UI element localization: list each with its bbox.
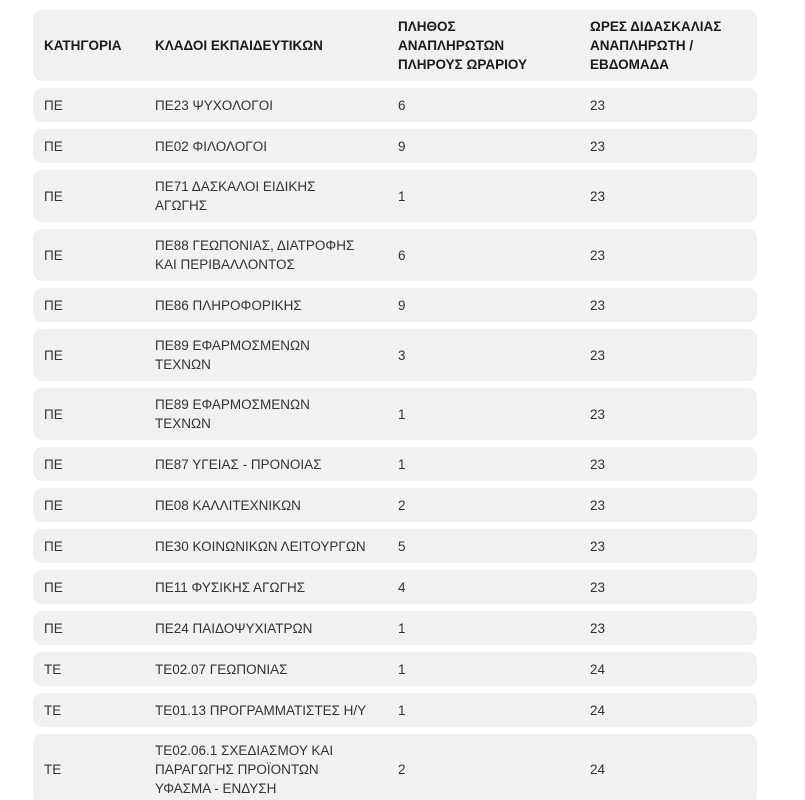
branch-cell: ΠΕ08 ΚΑΛΛΙΤΕΧΝΙΚΩΝ bbox=[155, 497, 301, 513]
category-cell: ΠΕ bbox=[44, 406, 63, 422]
count-cell: 9 bbox=[398, 297, 406, 313]
category-cell: ΠΕ bbox=[44, 538, 63, 554]
category-cell: ΠΕ bbox=[44, 97, 63, 113]
table-body: ΠΕ ΠΕ23 ΨΥΧΟΛΟΓΟΙ 6 23 ΠΕ ΠΕ02 ΦΙΛΟΛΟΓΟΙ… bbox=[33, 88, 757, 800]
table-row: ΠΕ ΠΕ08 ΚΑΛΛΙΤΕΧΝΙΚΩΝ 2 23 bbox=[33, 488, 757, 522]
column-header-count: ΠΛΗΘΟΣ ΑΝΑΠΛΗΡΩΤΩΝ ΠΛΗΡΟΥΣ ΩΡΑΡΙΟΥ bbox=[398, 19, 527, 72]
table-header-row: ΚΑΤΗΓΟΡΙΑ ΚΛΑΔΟΙ ΕΚΠΑΙΔΕΥΤΙΚΩΝ ΠΛΗΘΟΣ ΑΝ… bbox=[33, 10, 757, 81]
column-header-branches: ΚΛΑΔΟΙ ΕΚΠΑΙΔΕΥΤΙΚΩΝ bbox=[155, 38, 323, 53]
count-cell: 1 bbox=[398, 456, 406, 472]
column-header-category: ΚΑΤΗΓΟΡΙΑ bbox=[44, 38, 122, 53]
table-row: ΠΕ ΠΕ02 ΦΙΛΟΛΟΓΟΙ 9 23 bbox=[33, 129, 757, 163]
branch-cell: ΠΕ89 ΕΦΑΡΜΟΣΜΕΝΩΝ ΤΕΧΝΩΝ bbox=[155, 338, 310, 372]
hours-cell: 23 bbox=[590, 247, 606, 263]
table-row: ΠΕ ΠΕ11 ΦΥΣΙΚΗΣ ΑΓΩΓΗΣ 4 23 bbox=[33, 570, 757, 604]
branch-cell: ΠΕ88 ΓΕΩΠΟΝΙΑΣ, ΔΙΑΤΡΟΦΗΣ ΚΑΙ ΠΕΡΙΒΑΛΛΟΝ… bbox=[155, 238, 355, 272]
hours-cell: 23 bbox=[590, 497, 606, 513]
table-row: ΠΕ ΠΕ30 ΚΟΙΝΩΝΙΚΩΝ ΛΕΙΤΟΥΡΓΩΝ 5 23 bbox=[33, 529, 757, 563]
category-cell: ΠΕ bbox=[44, 247, 63, 263]
branch-cell: ΠΕ30 ΚΟΙΝΩΝΙΚΩΝ ΛΕΙΤΟΥΡΓΩΝ bbox=[155, 538, 366, 554]
category-cell: ΠΕ bbox=[44, 620, 63, 636]
table-row: ΠΕ ΠΕ87 ΥΓΕΙΑΣ - ΠΡΟΝΟΙΑΣ 1 23 bbox=[33, 447, 757, 481]
count-cell: 6 bbox=[398, 97, 406, 113]
hours-cell: 24 bbox=[590, 762, 606, 777]
count-cell: 2 bbox=[398, 497, 406, 513]
branch-cell: ΠΕ23 ΨΥΧΟΛΟΓΟΙ bbox=[155, 97, 273, 113]
category-cell: ΠΕ bbox=[44, 138, 63, 154]
count-cell: 6 bbox=[398, 247, 406, 263]
count-cell: 5 bbox=[398, 538, 406, 554]
table-row: ΠΕ ΠΕ23 ΨΥΧΟΛΟΓΟΙ 6 23 bbox=[33, 88, 757, 122]
branch-cell: ΤΕ02.06.1 ΣΧΕΔΙΑΣΜΟΥ ΚΑΙ ΠΑΡΑΓΩΓΗΣ ΠΡΟΪΟ… bbox=[155, 743, 334, 796]
branch-cell: ΠΕ71 ΔΑΣΚΑΛΟΙ ΕΙΔΙΚΗΣ ΑΓΩΓΗΣ bbox=[155, 179, 316, 213]
column-header-hours: ΩΡΕΣ ΔΙΔΑΣΚΑΛΙΑΣ ΑΝΑΠΛΗΡΩΤΗ / ΕΒΔΟΜΑΔΑ bbox=[590, 19, 722, 72]
table-row: ΠΕ ΠΕ71 ΔΑΣΚΑΛΟΙ ΕΙΔΙΚΗΣ ΑΓΩΓΗΣ 1 23 bbox=[33, 170, 757, 222]
count-cell: 1 bbox=[398, 620, 406, 636]
table-row: ΤΕ ΤΕ02.07 ΓΕΩΠΟΝΙΑΣ 1 24 bbox=[33, 652, 757, 686]
hours-cell: 24 bbox=[590, 702, 606, 718]
branch-cell: ΠΕ89 ΕΦΑΡΜΟΣΜΕΝΩΝ ΤΕΧΝΩΝ bbox=[155, 397, 310, 431]
category-cell: ΤΕ bbox=[44, 762, 62, 777]
hours-cell: 23 bbox=[590, 538, 606, 554]
table-row: ΤΕ ΤΕ01.13 ΠΡΟΓΡΑΜΜΑΤΙΣΤΕΣ Η/Υ 1 24 bbox=[33, 693, 757, 727]
table-row: ΠΕ ΠΕ89 ΕΦΑΡΜΟΣΜΕΝΩΝ ΤΕΧΝΩΝ 1 23 bbox=[33, 388, 757, 440]
count-cell: 1 bbox=[398, 702, 406, 718]
category-cell: ΤΕ bbox=[44, 702, 62, 718]
count-cell: 1 bbox=[398, 661, 406, 677]
category-cell: ΠΕ bbox=[44, 297, 63, 313]
category-cell: ΠΕ bbox=[44, 456, 63, 472]
hours-cell: 23 bbox=[590, 620, 606, 636]
count-cell: 4 bbox=[398, 579, 406, 595]
count-cell: 9 bbox=[398, 138, 406, 154]
category-cell: ΠΕ bbox=[44, 497, 63, 513]
category-cell: ΠΕ bbox=[44, 347, 63, 363]
hours-cell: 23 bbox=[590, 297, 606, 313]
hours-cell: 23 bbox=[590, 456, 606, 472]
table-row: ΤΕ ΤΕ02.06.1 ΣΧΕΔΙΑΣΜΟΥ ΚΑΙ ΠΑΡΑΓΩΓΗΣ ΠΡ… bbox=[33, 734, 757, 800]
hours-cell: 24 bbox=[590, 661, 606, 677]
substitute-teachers-table: ΚΑΤΗΓΟΡΙΑ ΚΛΑΔΟΙ ΕΚΠΑΙΔΕΥΤΙΚΩΝ ΠΛΗΘΟΣ ΑΝ… bbox=[33, 10, 757, 800]
hours-cell: 23 bbox=[590, 97, 606, 113]
branch-cell: ΠΕ87 ΥΓΕΙΑΣ - ΠΡΟΝΟΙΑΣ bbox=[155, 456, 322, 472]
hours-cell: 23 bbox=[590, 138, 606, 154]
category-cell: ΠΕ bbox=[44, 579, 63, 595]
branch-cell: ΠΕ02 ΦΙΛΟΛΟΓΟΙ bbox=[155, 138, 267, 154]
hours-cell: 23 bbox=[590, 347, 606, 363]
category-cell: ΤΕ bbox=[44, 661, 62, 677]
count-cell: 1 bbox=[398, 406, 406, 422]
branch-cell: ΤΕ02.07 ΓΕΩΠΟΝΙΑΣ bbox=[155, 661, 288, 677]
branch-cell: ΤΕ01.13 ΠΡΟΓΡΑΜΜΑΤΙΣΤΕΣ Η/Υ bbox=[155, 702, 367, 718]
branch-cell: ΠΕ11 ΦΥΣΙΚΗΣ ΑΓΩΓΗΣ bbox=[155, 579, 306, 595]
table-row: ΠΕ ΠΕ86 ΠΛΗΡΟΦΟΡΙΚΗΣ 9 23 bbox=[33, 288, 757, 322]
hours-cell: 23 bbox=[590, 406, 606, 422]
hours-cell: 23 bbox=[590, 579, 606, 595]
branch-cell: ΠΕ24 ΠΑΙΔΟΨΥΧΙΑΤΡΩΝ bbox=[155, 620, 313, 636]
count-cell: 3 bbox=[398, 347, 406, 363]
table-row: ΠΕ ΠΕ88 ΓΕΩΠΟΝΙΑΣ, ΔΙΑΤΡΟΦΗΣ ΚΑΙ ΠΕΡΙΒΑΛ… bbox=[33, 229, 757, 281]
count-cell: 1 bbox=[398, 188, 406, 204]
table-row: ΠΕ ΠΕ89 ΕΦΑΡΜΟΣΜΕΝΩΝ ΤΕΧΝΩΝ 3 23 bbox=[33, 329, 757, 381]
branch-cell: ΠΕ86 ΠΛΗΡΟΦΟΡΙΚΗΣ bbox=[155, 297, 302, 313]
category-cell: ΠΕ bbox=[44, 188, 63, 204]
count-cell: 2 bbox=[398, 762, 406, 777]
table-row: ΠΕ ΠΕ24 ΠΑΙΔΟΨΥΧΙΑΤΡΩΝ 1 23 bbox=[33, 611, 757, 645]
hours-cell: 23 bbox=[590, 188, 606, 204]
